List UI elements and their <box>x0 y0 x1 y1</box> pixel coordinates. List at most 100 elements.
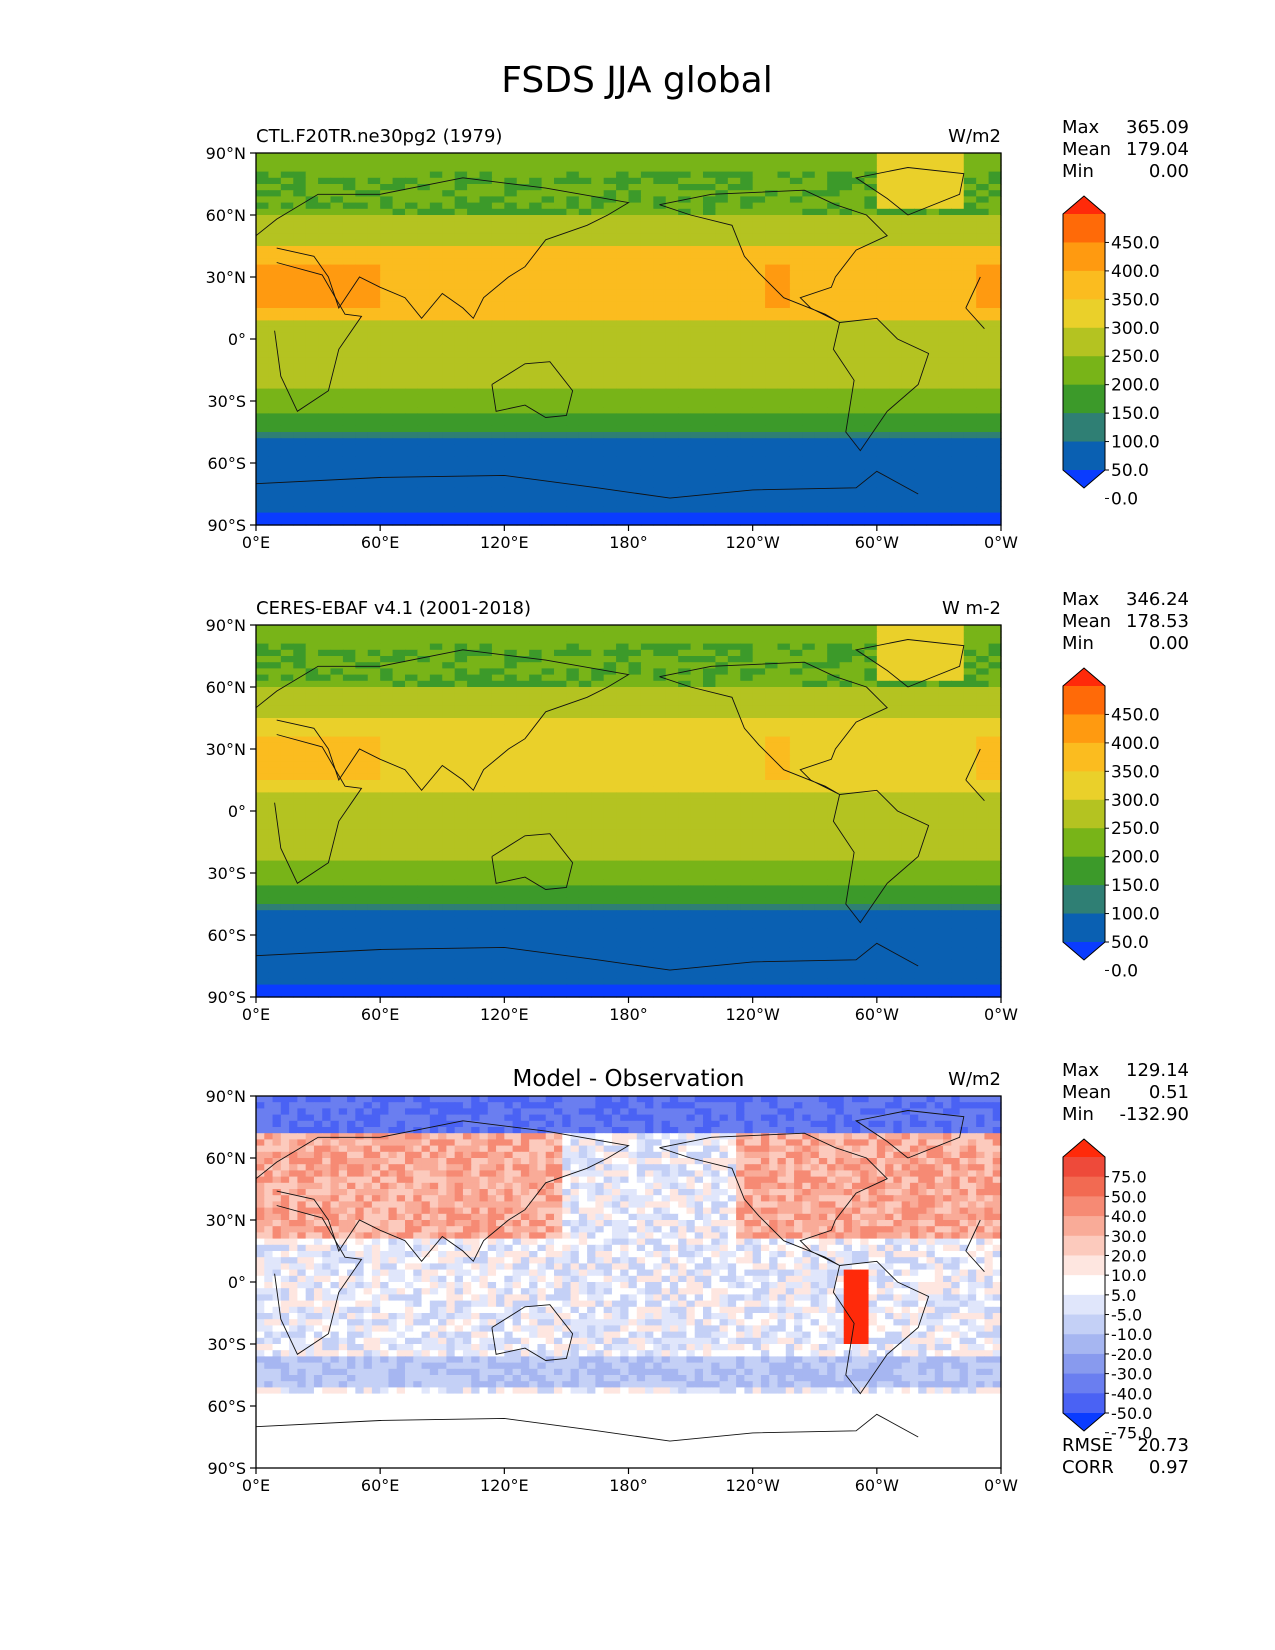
field-cell <box>293 215 307 222</box>
field-cell <box>616 376 630 383</box>
field-cell <box>442 494 456 501</box>
field-cell <box>405 177 419 185</box>
field-cell <box>777 252 791 259</box>
field-cell <box>541 637 555 645</box>
field-cell <box>752 401 766 408</box>
field-cell <box>566 215 580 222</box>
field-cell <box>454 487 468 495</box>
field-cell <box>814 314 828 321</box>
field-cell <box>963 326 977 334</box>
field-cell <box>938 165 952 173</box>
field-cell <box>839 345 853 352</box>
field-cell <box>293 246 307 253</box>
field-cell <box>678 643 692 651</box>
field-cell <box>380 159 394 166</box>
field-cell <box>976 730 990 738</box>
field-cell <box>367 693 381 700</box>
field-cell <box>578 202 592 210</box>
field-cell <box>603 339 617 346</box>
field-cell <box>256 456 270 464</box>
field-cell <box>727 246 741 253</box>
field-cell <box>988 376 1002 383</box>
field-cell <box>355 221 369 228</box>
field-cell <box>454 742 468 750</box>
field-cell <box>876 252 890 259</box>
field-cell <box>827 165 841 173</box>
field-cell <box>914 258 928 266</box>
field-cell <box>305 512 319 520</box>
field-cell <box>392 438 406 445</box>
field-cell <box>901 295 915 303</box>
field-cell <box>727 475 741 483</box>
field-cell <box>802 258 816 266</box>
field-cell <box>839 749 853 756</box>
field-cell <box>566 171 580 179</box>
field-cell <box>727 693 741 700</box>
field-cell <box>976 177 990 185</box>
field-cell <box>330 668 344 676</box>
field-cell <box>305 233 319 241</box>
field-cell <box>727 339 741 346</box>
field-cell <box>330 246 344 253</box>
field-cell <box>690 425 704 433</box>
field-cell <box>541 494 555 501</box>
field-cell <box>852 289 866 297</box>
field-cell <box>355 749 369 756</box>
field-cell <box>678 450 692 458</box>
field-cell <box>256 153 270 160</box>
field-cell <box>864 419 878 427</box>
field-cell <box>454 233 468 241</box>
field-cell <box>342 184 356 191</box>
field-cell <box>342 283 356 290</box>
field-cell <box>653 308 667 315</box>
field-cell <box>889 345 903 352</box>
field-cell <box>727 159 741 166</box>
colorbar-bin <box>1063 299 1105 329</box>
field-cell <box>305 755 319 762</box>
field-cell <box>839 370 853 377</box>
field-cell <box>392 450 406 458</box>
field-cell <box>839 407 853 414</box>
field-cell <box>752 475 766 483</box>
field-cell <box>578 264 592 272</box>
field-cell <box>665 295 679 303</box>
field-cell <box>678 252 692 259</box>
field-cell <box>938 301 952 309</box>
field-cell <box>628 215 642 222</box>
field-cell <box>852 736 866 744</box>
field-cell <box>429 506 443 514</box>
field-cell <box>429 730 443 738</box>
field-cell <box>280 736 294 744</box>
field-cell <box>541 730 555 738</box>
field-cell <box>653 351 667 359</box>
field-cell <box>839 339 853 346</box>
field-cell <box>789 736 803 744</box>
field-cell <box>405 444 419 452</box>
field-cell <box>392 631 406 638</box>
field-cell <box>367 413 381 421</box>
field-cell <box>578 742 592 750</box>
field-cell <box>727 711 741 719</box>
field-cell <box>889 388 903 396</box>
field-cell <box>839 718 853 725</box>
field-cell <box>628 680 642 688</box>
field-cell <box>951 370 965 377</box>
field-cell <box>640 221 654 228</box>
field-cell <box>703 401 717 408</box>
field-cell <box>305 450 319 458</box>
field-cell <box>914 749 928 756</box>
field-cell <box>852 314 866 321</box>
field-cell <box>876 332 890 340</box>
field-cell <box>938 320 952 328</box>
field-cell <box>914 481 928 489</box>
field-cell <box>566 755 580 762</box>
field-cell <box>405 308 419 315</box>
field-cell <box>914 351 928 359</box>
field-cell <box>963 277 977 284</box>
field-cell <box>814 475 828 483</box>
field-cell <box>814 419 828 427</box>
field-cell <box>293 326 307 334</box>
field-cell <box>752 736 766 744</box>
field-cell <box>951 221 965 228</box>
field-cell <box>876 320 890 328</box>
